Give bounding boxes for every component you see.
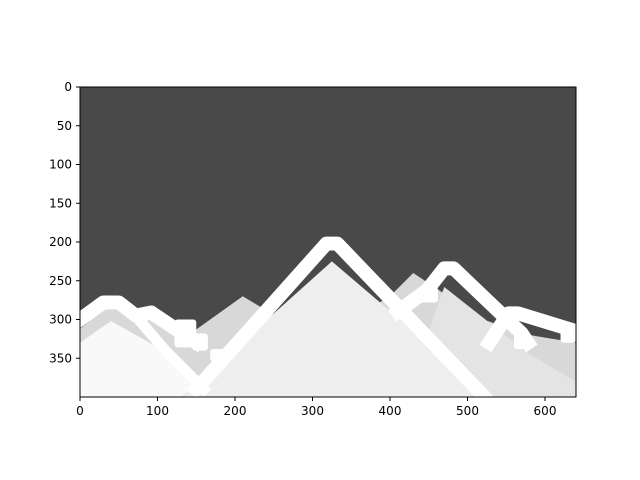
snow-block-1 <box>174 319 197 348</box>
left-inner-ridge <box>134 315 212 397</box>
x-tick-label: 400 <box>379 404 402 418</box>
y-tick-label: 150 <box>49 196 72 210</box>
y-tick-label: 200 <box>49 235 72 249</box>
snow-block-5 <box>514 333 527 349</box>
far-right-ridge <box>479 306 576 353</box>
x-tick-label: 100 <box>146 404 169 418</box>
y-axis: 0 50 100 150 200 250 300 350 <box>49 80 80 365</box>
image-area <box>80 87 576 397</box>
y-tick-label: 350 <box>49 351 72 365</box>
y-tick-label: 250 <box>49 274 72 288</box>
snow-block-2 <box>192 333 208 351</box>
y-tick-label: 50 <box>57 119 72 133</box>
y-tick-label: 0 <box>64 80 72 94</box>
snow-block-4 <box>419 286 439 303</box>
x-axis: 0 100 200 300 400 500 600 <box>76 397 556 418</box>
center-peak <box>180 261 491 397</box>
left-ridge <box>80 295 206 353</box>
x-tick-label: 500 <box>456 404 479 418</box>
snow-block-3 <box>210 348 226 362</box>
y-tick-label: 300 <box>49 313 72 327</box>
snow-block-6 <box>560 325 576 343</box>
x-tick-label: 300 <box>301 404 324 418</box>
y-tick-label: 100 <box>49 158 72 172</box>
x-tick-label: 200 <box>224 404 247 418</box>
x-tick-label: 600 <box>534 404 557 418</box>
center-ridge <box>186 236 493 397</box>
x-tick-label: 0 <box>76 404 84 418</box>
